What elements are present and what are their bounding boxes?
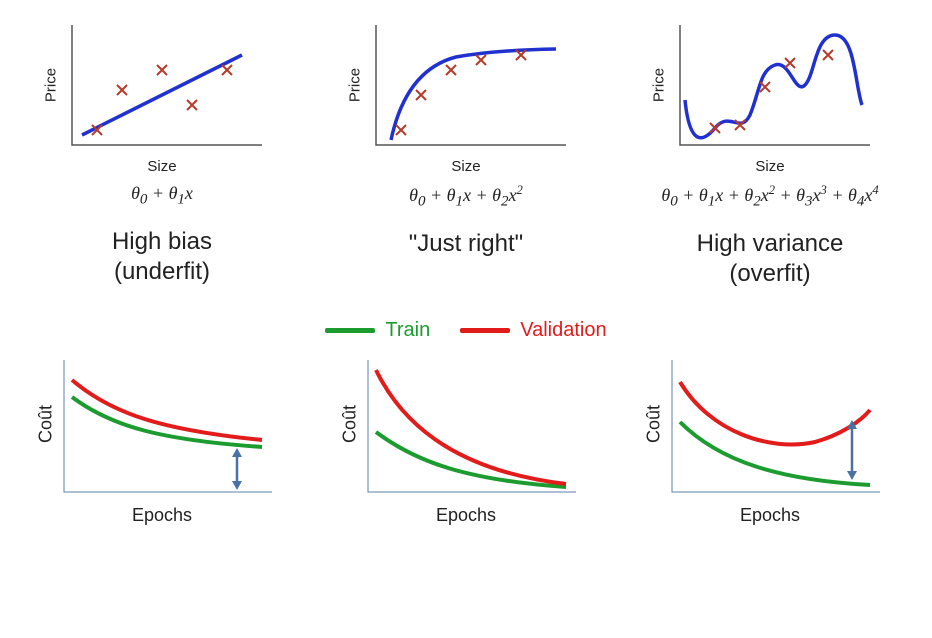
axis-y-label: Price	[347, 68, 364, 102]
loss-chart-loss-underfit: Coût Epochs	[32, 352, 292, 502]
loss-y-label: Coût	[340, 405, 361, 443]
fit-chart-overfit: Price Size	[650, 15, 890, 155]
equation-justright: θ0 + θ1x + θ2x2	[409, 183, 523, 211]
fit-examples-row: Price Size θ0 + θ1x High bias(underfit) P…	[0, 0, 932, 289]
loss-panel-loss-justright: Coût Epochs	[316, 352, 616, 502]
loss-x-label: Epochs	[740, 505, 800, 526]
fit-chart-underfit: Price Size	[42, 15, 282, 155]
caption-underfit: High bias(underfit)	[112, 227, 212, 287]
loss-chart-loss-overfit: Coût Epochs	[640, 352, 900, 502]
loss-panel-loss-underfit: Coût Epochs	[12, 352, 312, 502]
equation-overfit: θ0 + θ1x + θ2x2 + θ3x3 + θ4x4	[661, 183, 878, 211]
axis-y-label: Price	[651, 68, 668, 102]
equation-underfit: θ0 + θ1x	[131, 183, 193, 209]
loss-y-label: Coût	[36, 405, 57, 443]
caption-justright: "Just right"	[409, 229, 523, 289]
loss-x-label: Epochs	[436, 505, 496, 526]
legend-validation-label: Validation	[520, 319, 606, 342]
fit-panel-overfit: Price Size θ0 + θ1x + θ2x2 + θ3x3 + θ4x4…	[620, 15, 920, 289]
legend: Train Validation	[0, 319, 932, 342]
fit-chart-justright: Price Size	[346, 15, 586, 155]
loss-curves-row: Coût Epochs Coût Epochs Coût Epochs	[0, 342, 932, 502]
legend-train-label: Train	[385, 319, 430, 342]
loss-y-label: Coût	[644, 405, 665, 443]
legend-validation-swatch	[460, 328, 510, 333]
fit-panel-justright: Price Size θ0 + θ1x + θ2x2 "Just right"	[316, 15, 616, 289]
axis-x-label: Size	[451, 158, 480, 175]
loss-x-label: Epochs	[132, 505, 192, 526]
fit-panel-underfit: Price Size θ0 + θ1x High bias(underfit)	[12, 15, 312, 289]
caption-overfit: High variance(overfit)	[697, 229, 844, 289]
legend-train-swatch	[325, 328, 375, 333]
axis-y-label: Price	[43, 68, 60, 102]
loss-chart-loss-justright: Coût Epochs	[336, 352, 596, 502]
axis-x-label: Size	[147, 158, 176, 175]
legend-validation: Validation	[460, 319, 606, 342]
axis-x-label: Size	[755, 158, 784, 175]
legend-train: Train	[325, 319, 430, 342]
loss-panel-loss-overfit: Coût Epochs	[620, 352, 920, 502]
